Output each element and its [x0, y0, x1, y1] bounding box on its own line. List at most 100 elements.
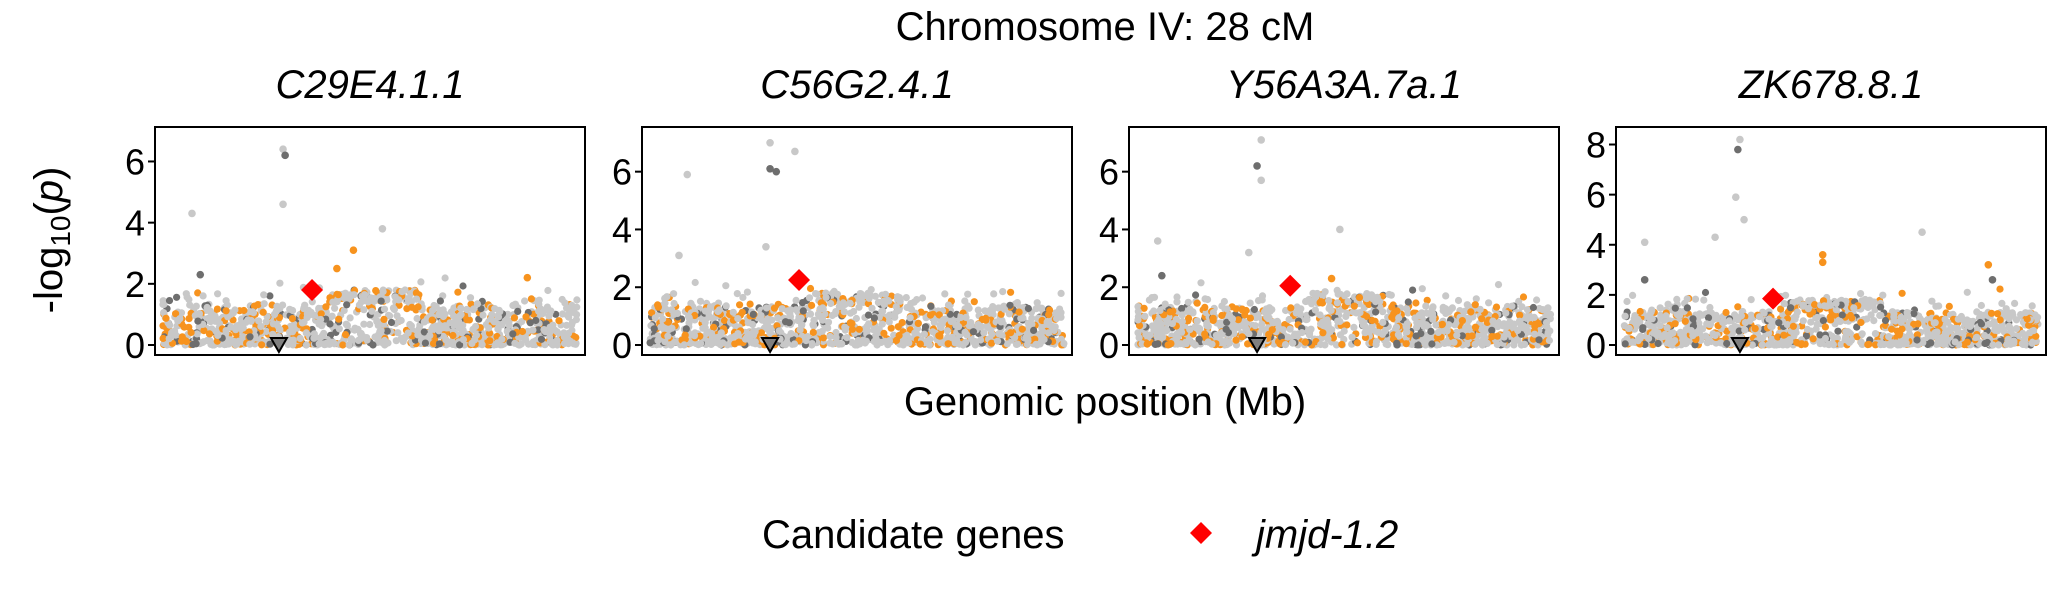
- snp-point-notable: [772, 167, 781, 176]
- snp-point: [322, 303, 330, 311]
- snp-point: [1412, 323, 1421, 332]
- snp-point: [1218, 311, 1226, 320]
- snp-point: [1775, 319, 1783, 327]
- snp-point: [1954, 315, 1962, 323]
- snp-point: [1858, 330, 1866, 338]
- snp-point: [1017, 314, 1025, 322]
- snp-point: [389, 304, 397, 312]
- snp-point-notable: [1740, 215, 1748, 224]
- snp-point: [806, 284, 815, 293]
- peak-marker-triangle: [269, 337, 289, 355]
- snp-point: [454, 288, 462, 296]
- snp-point: [1024, 319, 1032, 327]
- snp-point: [1445, 321, 1453, 329]
- snp-point: [404, 329, 412, 337]
- snp-point: [1208, 340, 1216, 348]
- snp-point: [1372, 340, 1380, 348]
- snp-point: [816, 305, 824, 313]
- snp-point: [494, 313, 503, 321]
- snp-point: [259, 308, 267, 316]
- snp-point: [220, 341, 229, 349]
- snp-point-notable: [279, 145, 287, 154]
- snp-point: [878, 320, 886, 328]
- snp-point: [383, 296, 391, 304]
- snp-point: [1230, 330, 1238, 338]
- snp-point: [1254, 310, 1262, 319]
- snp-point: [435, 340, 444, 348]
- snp-point: [1531, 330, 1539, 338]
- snp-point: [1821, 323, 1829, 331]
- y-tick-label: 2: [1586, 275, 1606, 316]
- snp-point: [1671, 337, 1679, 345]
- snp-point: [1647, 308, 1655, 316]
- snp-point: [1704, 314, 1713, 322]
- snp-point: [778, 305, 786, 313]
- snp-point: [1682, 339, 1690, 347]
- snp-point: [917, 308, 925, 316]
- snp-point: [258, 341, 266, 349]
- snp-point: [799, 307, 807, 315]
- snp-point: [276, 325, 284, 334]
- snp-point: [341, 331, 350, 339]
- snp-point: [926, 311, 935, 319]
- facet-panels: C29E4.1.1 0 2 4 6 C56G2.4.1 0 2 4 6 Y56A3A.7a.1 0 2 4…: [125, 63, 2047, 366]
- snp-point: [983, 322, 991, 330]
- snp-point: [1301, 338, 1309, 346]
- y-tick-label: 4: [1586, 225, 1606, 266]
- snp-point: [951, 339, 959, 347]
- snp-point-notable: [281, 151, 289, 160]
- snp-point: [398, 288, 406, 296]
- snp-point: [1809, 335, 1817, 343]
- snp-point: [1422, 321, 1430, 329]
- snp-point: [902, 294, 910, 302]
- snp-point: [1167, 340, 1175, 348]
- snp-point: [1448, 304, 1456, 312]
- snp-point-notable: [1244, 248, 1253, 257]
- snp-point: [981, 307, 989, 315]
- snp-point: [855, 303, 863, 311]
- snp-point: [873, 328, 881, 336]
- snp-point: [1325, 297, 1333, 305]
- snp-point: [1007, 329, 1015, 337]
- y-tick-label: 2: [1099, 267, 1119, 308]
- snp-point: [1700, 296, 1708, 304]
- snp-point: [335, 315, 343, 323]
- snp-point: [1545, 336, 1553, 345]
- snp-point: [553, 336, 561, 345]
- snp-point: [1829, 340, 1837, 349]
- snp-point: [1824, 340, 1832, 348]
- snp-point: [529, 326, 537, 334]
- snp-point: [1681, 317, 1689, 325]
- snp-point: [387, 318, 396, 327]
- snp-point: [536, 305, 545, 313]
- snp-point: [1853, 323, 1861, 331]
- snp-point: [877, 338, 885, 346]
- snp-point: [2023, 315, 2031, 323]
- legend-candidate-diamond: [1190, 522, 1212, 544]
- snp-point: [1311, 306, 1319, 314]
- snp-point: [905, 339, 913, 347]
- snp-point: [1343, 309, 1351, 317]
- snp-point: [203, 303, 211, 312]
- snp-point: [1793, 308, 1801, 316]
- snp-point: [1434, 328, 1442, 336]
- snp-point: [1387, 291, 1395, 299]
- snp-point: [914, 319, 922, 327]
- snp-point: [2004, 335, 2012, 343]
- snp-point: [1297, 305, 1305, 313]
- snp-point: [1467, 308, 1475, 316]
- snp-point: [1329, 334, 1337, 342]
- snp-point: [2021, 340, 2029, 348]
- snp-point: [743, 288, 752, 296]
- snp-point: [786, 310, 794, 318]
- snp-point: [865, 320, 873, 328]
- snp-point: [1005, 310, 1013, 318]
- snp-point: [1423, 296, 1431, 304]
- y-tick-label: 6: [125, 141, 145, 182]
- snp-point: [1134, 316, 1142, 324]
- snp-point: [1193, 317, 1201, 325]
- snp-point: [1712, 311, 1720, 319]
- snp-point: [407, 322, 415, 330]
- snp-point: [1463, 340, 1471, 348]
- snp-point: [1892, 339, 1900, 347]
